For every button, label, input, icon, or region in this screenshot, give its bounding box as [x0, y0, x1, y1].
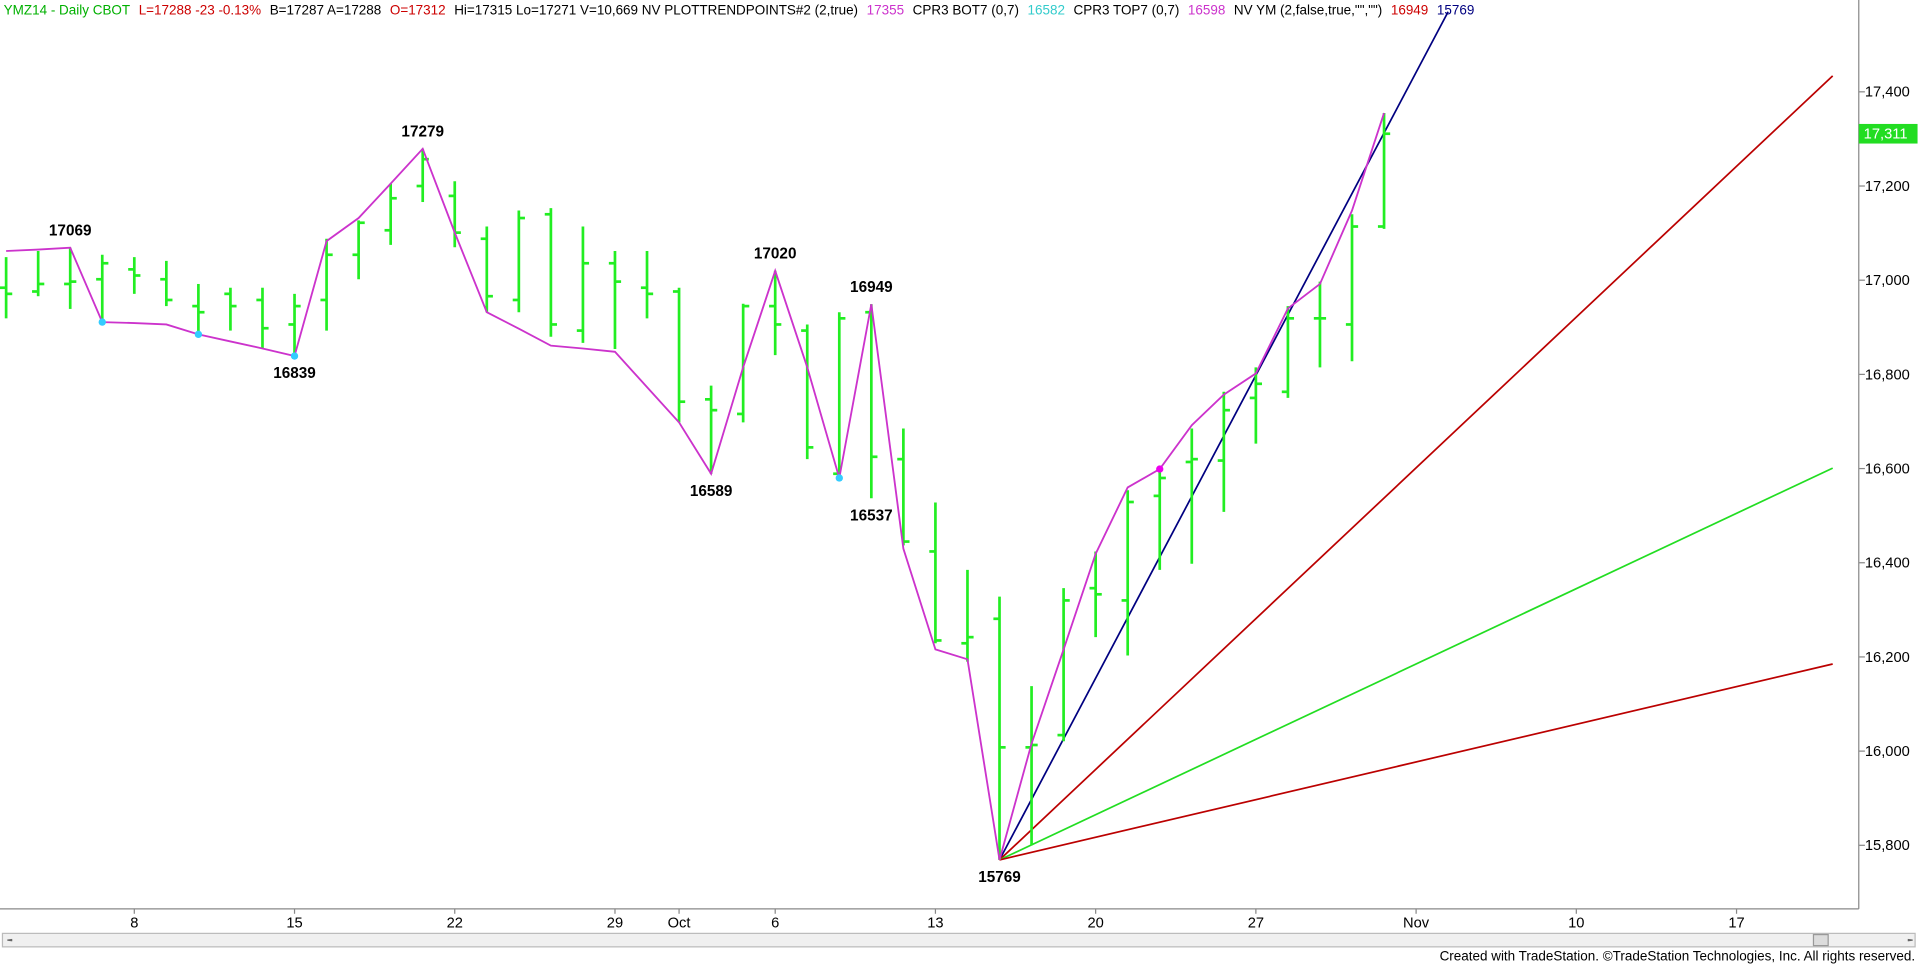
- fan-line: [999, 467, 1834, 861]
- pivot-label: 16589: [690, 483, 733, 500]
- pivot-label: 16537: [850, 507, 893, 524]
- header-item: B=17287 A=17288: [270, 3, 382, 18]
- y-tick-label: 17,000: [1865, 273, 1910, 289]
- fan-line: [999, 663, 1833, 861]
- pivot-label: 17279: [401, 124, 444, 141]
- x-tick-label: 6: [771, 915, 779, 931]
- pivot-label: 16949: [850, 279, 893, 296]
- header-item: 16582: [1028, 3, 1065, 18]
- x-tick-label: 17: [1728, 915, 1744, 931]
- header-item: YMZ14 - Daily CBOT: [4, 3, 130, 18]
- trend-marker: [194, 330, 203, 339]
- header-item: CPR3 TOP7 (0,7): [1074, 3, 1180, 18]
- header-item: 16598: [1188, 3, 1225, 18]
- x-tick-label: 20: [1087, 915, 1103, 931]
- x-tick-label: Nov: [1403, 915, 1430, 931]
- header-item: 16949: [1391, 3, 1428, 18]
- header-item: 17355: [867, 3, 904, 18]
- trend-line: [6, 112, 1385, 861]
- header-item: O=17312: [390, 3, 446, 18]
- x-tick-label: 10: [1568, 915, 1584, 931]
- y-tick-label: 17,400: [1865, 85, 1910, 101]
- scroll-left[interactable]: [7, 938, 13, 942]
- x-tick-label: Oct: [668, 915, 691, 931]
- last-price-label: 17,311: [1864, 127, 1908, 143]
- x-tick-label: 13: [927, 915, 943, 931]
- footer: Created with TradeStation. ©TradeStation…: [1440, 948, 1916, 963]
- pivot-label: 17020: [754, 246, 797, 263]
- y-tick-label: 16,400: [1865, 556, 1910, 572]
- trend-marker: [835, 474, 843, 482]
- pivot-label: 15769: [978, 869, 1021, 886]
- y-tick-label: 15,800: [1865, 838, 1910, 854]
- header-item: CPR3 BOT7 (0,7): [913, 3, 1019, 18]
- header-item: L=17288 -23 -0.13%: [139, 3, 261, 18]
- y-tick-label: 16,800: [1865, 367, 1910, 383]
- y-tick-label: 16,600: [1865, 461, 1910, 477]
- trend-marker: [290, 352, 299, 360]
- y-tick-label: 16,000: [1865, 744, 1910, 760]
- last-price-box: [1858, 123, 1918, 144]
- scrollbar-thumb[interactable]: [1812, 933, 1829, 947]
- x-tick-label: 27: [1248, 915, 1264, 931]
- y-tick-label: 16,200: [1865, 650, 1910, 666]
- scrollbar[interactable]: [1, 932, 1916, 948]
- x-tick-label: 15: [286, 915, 302, 931]
- fan-line: [998, 75, 1834, 861]
- header-item: 15769: [1437, 3, 1474, 18]
- header-item: Hi=17315 Lo=17271 V=10,669 NV PLOTTRENDP…: [454, 3, 858, 18]
- header-item: NV YM (2,false,true,"",""): [1234, 3, 1382, 18]
- x-tick-label: 22: [447, 915, 463, 931]
- x-tick-label: 8: [130, 915, 138, 931]
- pivot-label: 16839: [273, 365, 316, 382]
- pivot-label: 17069: [49, 222, 92, 239]
- x-tick-label: 29: [607, 915, 623, 931]
- scroll-right[interactable]: [1907, 938, 1913, 942]
- y-tick-label: 17,200: [1865, 179, 1910, 195]
- header: YMZ14 - Daily CBOT L=17288 -23 -0.13% B=17…: [4, 3, 1475, 18]
- trend-marker: [98, 318, 106, 326]
- trend-marker: [1156, 465, 1164, 473]
